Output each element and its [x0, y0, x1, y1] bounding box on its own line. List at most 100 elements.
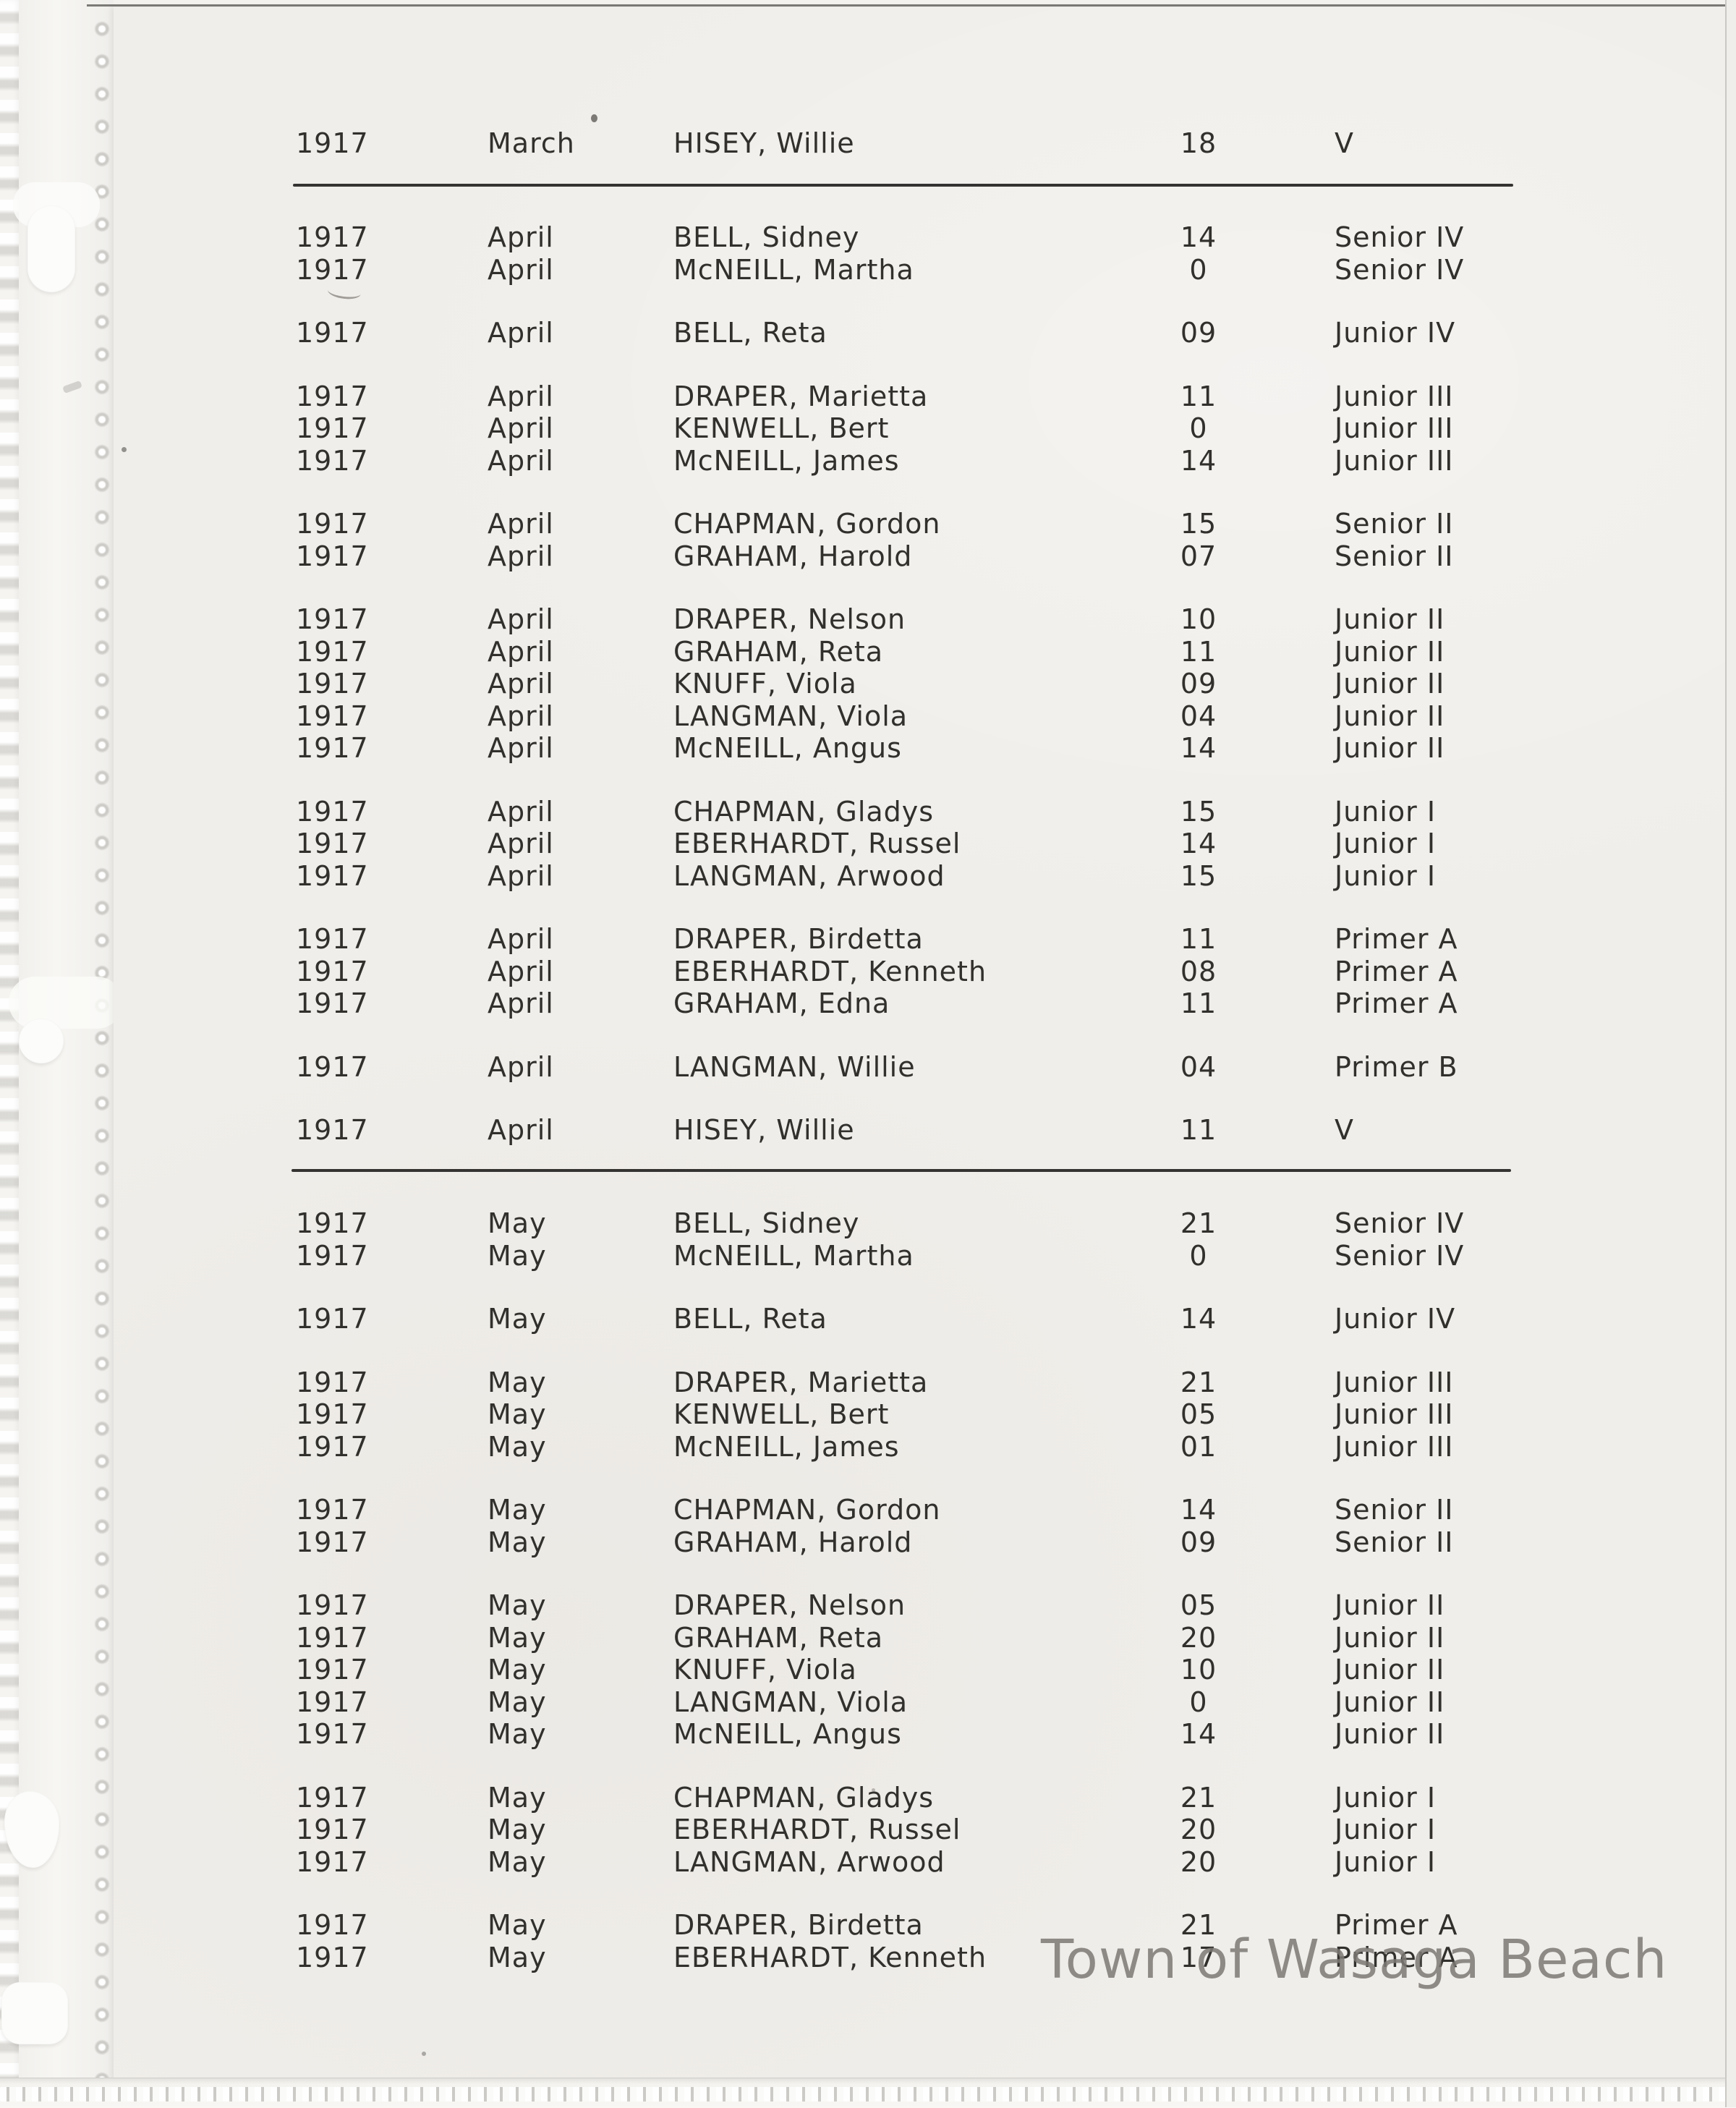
- student-name-cell: DRAPER, Nelson: [673, 603, 906, 635]
- class-level-cell: Primer A: [1335, 1941, 1458, 1973]
- month-cell: May: [488, 1781, 547, 1814]
- year-cell: 1917: [296, 1526, 369, 1558]
- record-row: 1917 May BELL, Sidney 21 Senior IV: [114, 1207, 1725, 1240]
- class-group: 1917 April BELL, Sidney 14 Senior IV 191…: [114, 221, 1725, 286]
- days-cell: 11: [1180, 635, 1217, 668]
- record-row: 1917 May KNUFF, Viola 10 Junior II: [114, 1654, 1725, 1686]
- class-level-cell: Junior I: [1335, 1781, 1437, 1814]
- student-name-cell: BELL, Reta: [673, 317, 827, 349]
- days-cell: 01: [1180, 1430, 1217, 1463]
- class-level-cell: Junior I: [1335, 828, 1437, 859]
- class-level-cell: Junior II: [1335, 700, 1445, 732]
- year-cell: 1917: [296, 1781, 369, 1814]
- sheet-protector-bottom-seam: [0, 2078, 1736, 2108]
- class-group: 1917 April HISEY, Willie 11 V: [114, 1114, 1725, 1147]
- month-cell: April: [488, 668, 554, 700]
- sheet-protector-right-edge: [1725, 0, 1736, 2107]
- record-row: 1917 May LANGMAN, Viola 0 Junior II: [114, 1686, 1725, 1719]
- record-row: 1917 April DRAPER, Birdetta 11 Primer A: [114, 923, 1725, 956]
- month-cell: May: [488, 1366, 547, 1398]
- days-cell: 09: [1180, 1526, 1217, 1558]
- class-level-cell: Junior IV: [1335, 317, 1456, 349]
- sheet-protector-ruffled-edge: [0, 0, 22, 2107]
- days-cell: 11: [1180, 1114, 1217, 1146]
- class-group: 1917 May DRAPER, Marietta 21 Junior III …: [114, 1367, 1725, 1463]
- class-group: 1917 April CHAPMAN, Gladys 15 Junior I 1…: [114, 796, 1725, 893]
- record-section-march: 1917 March HISEY, Willie 18 V: [114, 127, 1725, 191]
- student-name-cell: KNUFF, Viola: [673, 1654, 857, 1686]
- student-name-cell: CHAPMAN, Gordon: [673, 508, 941, 540]
- record-row: 1917 May BELL, Reta 14 Junior IV: [114, 1303, 1725, 1335]
- days-cell: 20: [1180, 1845, 1217, 1878]
- student-name-cell: GRAHAM, Reta: [673, 1621, 884, 1654]
- binder-hole-bottom-partial: [1, 1982, 68, 2044]
- class-level-cell: Junior III: [1335, 444, 1454, 477]
- days-cell: 0: [1189, 1686, 1208, 1718]
- year-cell: 1917: [296, 412, 369, 444]
- month-cell: May: [488, 1526, 547, 1558]
- month-cell: May: [488, 1494, 547, 1526]
- year-cell: 1917: [296, 380, 369, 412]
- student-name-cell: LANGMAN, Willie: [673, 1050, 916, 1083]
- year-cell: 1917: [296, 1589, 369, 1621]
- days-cell: 0: [1189, 1239, 1208, 1272]
- month-cell: April: [488, 508, 554, 540]
- days-cell: 14: [1180, 1303, 1217, 1335]
- stitch-dots-column: [93, 13, 111, 2082]
- record-row: 1917 April KENWELL, Bert 0 Junior III: [114, 412, 1725, 445]
- record-row: 1917 April GRAHAM, Edna 11 Primer A: [114, 987, 1725, 1020]
- month-cell: May: [488, 1398, 547, 1430]
- days-cell: 21: [1180, 1781, 1217, 1814]
- student-name-cell: DRAPER, Nelson: [673, 1589, 906, 1621]
- record-row: 1917 April LANGMAN, Arwood 15 Junior I: [114, 860, 1725, 893]
- record-row: 1917 April CHAPMAN, Gladys 15 Junior I: [114, 796, 1725, 828]
- days-cell: 0: [1189, 253, 1208, 286]
- class-level-cell: Senior II: [1335, 508, 1454, 540]
- record-row: 1917 May LANGMAN, Arwood 20 Junior I: [114, 1846, 1725, 1879]
- year-cell: 1917: [296, 253, 369, 286]
- class-level-cell: Junior I: [1335, 1814, 1437, 1845]
- year-cell: 1917: [296, 828, 369, 859]
- record-row: 1917 April HISEY, Willie 11 V: [114, 1114, 1725, 1147]
- class-level-cell: Junior III: [1335, 1398, 1454, 1430]
- month-cell: May: [488, 1814, 547, 1845]
- class-level-cell: Junior III: [1335, 380, 1454, 412]
- class-group: 1917 April CHAPMAN, Gordon 15 Senior II …: [114, 508, 1725, 572]
- record-row: 1917 May GRAHAM, Harold 09 Senior II: [114, 1526, 1725, 1559]
- record-row: 1917 April CHAPMAN, Gordon 15 Senior II: [114, 508, 1725, 540]
- class-level-cell: Junior III: [1335, 412, 1454, 444]
- year-cell: 1917: [296, 1941, 369, 1973]
- year-cell: 1917: [296, 1398, 369, 1430]
- class-group: 1917 May DRAPER, Nelson 05 Junior II 191…: [114, 1589, 1725, 1751]
- year-cell: 1917: [296, 1050, 369, 1083]
- class-level-cell: Senior IV: [1335, 221, 1465, 253]
- days-cell: 09: [1180, 668, 1217, 700]
- binder-hole-top: [27, 205, 75, 292]
- year-cell: 1917: [296, 444, 369, 477]
- class-group: 1917 April BELL, Reta 09 Junior IV: [114, 317, 1725, 349]
- record-row: 1917 May KENWELL, Bert 05 Junior III: [114, 1398, 1725, 1431]
- month-cell: May: [488, 1589, 547, 1621]
- class-level-cell: Junior II: [1335, 1589, 1445, 1621]
- year-cell: 1917: [296, 1845, 369, 1878]
- year-cell: 1917: [296, 1207, 369, 1239]
- year-cell: 1917: [296, 1303, 369, 1335]
- days-cell: 05: [1180, 1589, 1217, 1621]
- month-cell: April: [488, 828, 554, 859]
- class-level-cell: Primer A: [1335, 1909, 1458, 1941]
- class-level-cell: Junior II: [1335, 635, 1445, 668]
- month-cell: April: [488, 1050, 554, 1083]
- seam-stitch-dots: [0, 2087, 1736, 2101]
- class-group: 1917 May CHAPMAN, Gordon 14 Senior II 19…: [114, 1494, 1725, 1558]
- record-row: 1917 May EBERHARDT, Kenneth 17 Primer A: [114, 1942, 1725, 1974]
- student-name-cell: KNUFF, Viola: [673, 668, 857, 700]
- days-cell: 14: [1180, 828, 1217, 859]
- class-level-cell: Primer B: [1335, 1050, 1458, 1083]
- student-name-cell: McNEILL, Martha: [673, 1239, 914, 1272]
- record-row: 1917 April DRAPER, Marietta 11 Junior II…: [114, 381, 1725, 413]
- class-level-cell: Junior III: [1335, 1366, 1454, 1398]
- year-cell: 1917: [296, 700, 369, 732]
- student-name-cell: BELL, Reta: [673, 1303, 827, 1335]
- class-group: 1917 April DRAPER, Nelson 10 Junior II 1…: [114, 603, 1725, 765]
- class-group: 1917 April LANGMAN, Willie 04 Primer B: [114, 1051, 1725, 1084]
